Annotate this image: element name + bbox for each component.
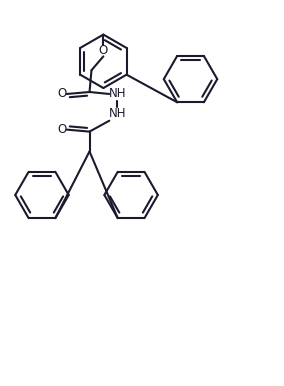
Text: O: O — [57, 123, 66, 136]
Text: O: O — [57, 88, 66, 100]
Text: NH: NH — [108, 107, 126, 120]
Text: NH: NH — [108, 88, 126, 100]
Text: O: O — [99, 44, 108, 57]
